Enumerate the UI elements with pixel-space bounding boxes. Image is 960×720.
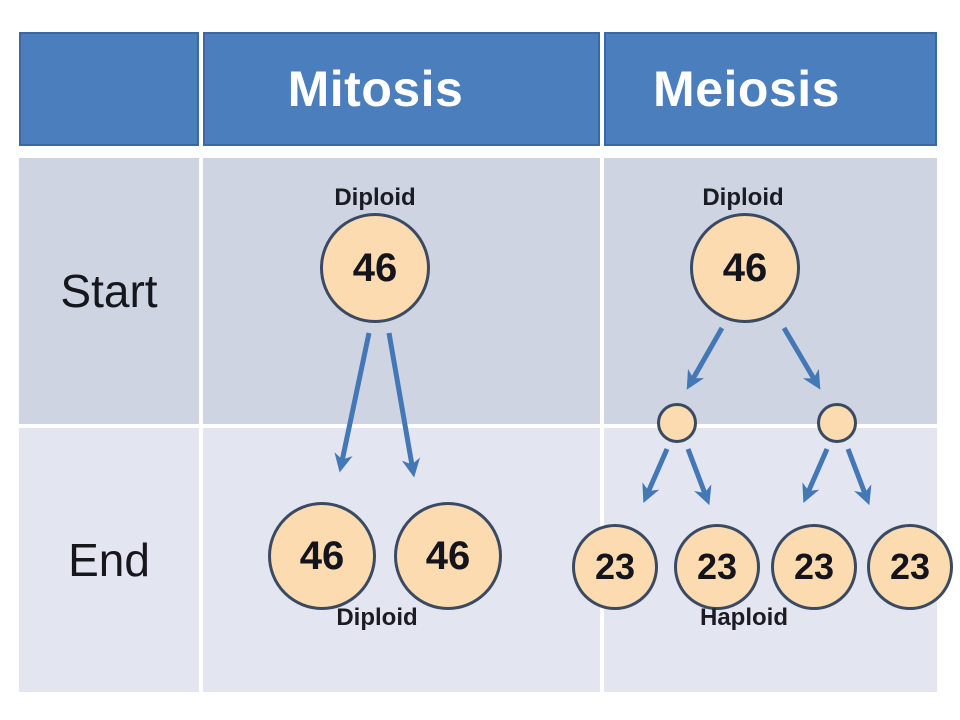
meiosis-parent-chromosome-count: 46 bbox=[722, 245, 768, 290]
meiosis-start-ploidy-label: Diploid bbox=[702, 184, 784, 211]
meiosis-column-title: Meiosis bbox=[653, 61, 840, 117]
meiosis-parent-cell-circle: 46 bbox=[690, 213, 800, 323]
header-cell-mitosis: Mitosis bbox=[203, 32, 600, 146]
mitosis-end-ploidy-label: Diploid bbox=[336, 604, 418, 631]
meiosis-daughter-cell-circle-4: 23 bbox=[867, 524, 953, 610]
mitosis-daughter-2-chromosome-count: 46 bbox=[425, 533, 471, 578]
meiosis-daughter-4-chromosome-count: 23 bbox=[889, 546, 931, 587]
mitosis-daughter-1-chromosome-count: 46 bbox=[299, 533, 345, 578]
meiosis-intermediate-cell-circle-2 bbox=[817, 403, 857, 443]
meiosis-daughter-3-chromosome-count: 23 bbox=[793, 546, 835, 587]
row-label-cell-end: End bbox=[19, 428, 199, 692]
meiosis-daughter-cell-circle-2: 23 bbox=[674, 524, 760, 610]
meiosis-daughter-cell-circle-1: 23 bbox=[572, 524, 658, 610]
header-corner-cell bbox=[19, 32, 199, 146]
header-cell-meiosis: Meiosis bbox=[604, 32, 937, 146]
mitosis-column-title: Mitosis bbox=[287, 61, 464, 117]
start-row-label: Start bbox=[60, 265, 158, 317]
meiosis-daughter-cell-circle-3: 23 bbox=[771, 524, 857, 610]
meiosis-daughter-1-chromosome-count: 23 bbox=[594, 546, 636, 587]
row-label-cell-start: Start bbox=[19, 158, 199, 424]
mitosis-daughter-cell-circle-2: 46 bbox=[394, 502, 502, 610]
mitosis-parent-chromosome-count: 46 bbox=[352, 245, 398, 290]
meiosis-end-ploidy-label: Haploid bbox=[700, 604, 788, 631]
meiosis-intermediate-cell-circle-1 bbox=[657, 403, 697, 443]
mitosis-daughter-cell-circle-1: 46 bbox=[268, 502, 376, 610]
end-row-label: End bbox=[68, 534, 150, 586]
mitosis-parent-cell-circle: 46 bbox=[320, 213, 430, 323]
mitosis-start-ploidy-label: Diploid bbox=[334, 184, 416, 211]
meiosis-daughter-2-chromosome-count: 23 bbox=[696, 546, 738, 587]
